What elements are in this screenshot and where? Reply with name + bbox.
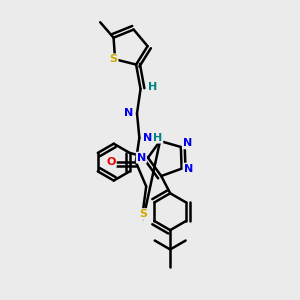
Text: N: N: [143, 133, 152, 143]
Text: S: S: [110, 54, 118, 64]
Text: N: N: [184, 164, 193, 174]
Text: H: H: [148, 82, 158, 92]
Text: N: N: [124, 108, 133, 118]
Text: N: N: [183, 138, 192, 148]
Text: N: N: [137, 153, 146, 163]
Text: O: O: [106, 157, 116, 167]
Text: H: H: [153, 133, 162, 143]
Text: S: S: [139, 209, 147, 219]
